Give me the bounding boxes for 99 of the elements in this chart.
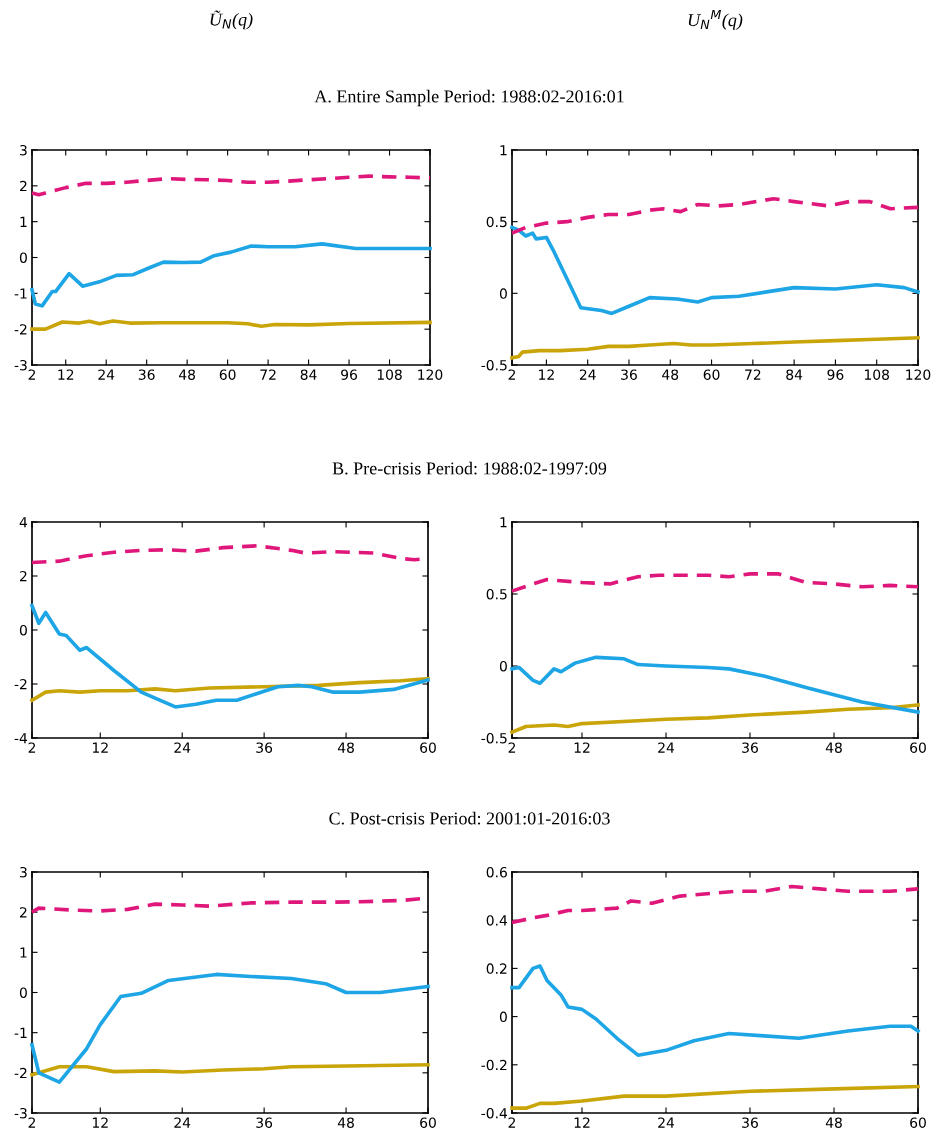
x-tick-label: 120 xyxy=(418,369,443,380)
y-tick-label: 1 xyxy=(20,216,27,227)
y-tick-label: 0 xyxy=(499,288,507,299)
chart-subtitle: Ũ$_{N}$(q) xyxy=(210,10,253,30)
x-tick-label: 60 xyxy=(703,369,720,380)
y-tick-label: 0 xyxy=(499,660,507,672)
x-tick-label: 96 xyxy=(341,369,358,380)
x-tick-label: 120 xyxy=(906,369,931,380)
x-tick-label: 60 xyxy=(420,742,436,753)
y-tick-label: 0.2 xyxy=(486,963,507,974)
text: C. Post-crisis Period: 2001:01-2016:03 xyxy=(329,811,610,825)
line-series xyxy=(510,703,920,735)
y-tick-label: 0.6 xyxy=(486,866,507,878)
line-series xyxy=(510,196,920,235)
line-series xyxy=(510,335,920,360)
x-tick-label: 2 xyxy=(508,369,516,380)
y-tick-label: -2 xyxy=(14,324,27,335)
y-tick-label: -1 xyxy=(14,1027,27,1038)
x-tick-label: 36 xyxy=(742,742,758,753)
y-tick-label: 2 xyxy=(20,907,27,918)
x-tick-label: 36 xyxy=(256,742,273,753)
x-tick-label: 60 xyxy=(219,369,236,380)
y-tick-label: -4 xyxy=(14,733,28,744)
line-series xyxy=(30,174,432,197)
x-tick-label: 72 xyxy=(260,369,276,380)
y-tick-label: -2 xyxy=(14,678,27,690)
x-tick-label: 36 xyxy=(138,369,155,380)
x-tick-label: 84 xyxy=(300,369,317,380)
x-tick-label: 2 xyxy=(508,742,516,753)
x-tick-label: 24 xyxy=(658,742,675,753)
x-tick-label: 48 xyxy=(825,1117,842,1128)
y-tick-label: 4 xyxy=(19,517,28,528)
x-tick-label: 2 xyxy=(28,1117,36,1128)
x-tick-label: 108 xyxy=(864,369,890,380)
y-tick-label: -0.5 xyxy=(481,732,507,744)
line-series xyxy=(510,225,920,316)
x-tick-label: 24 xyxy=(174,1117,191,1128)
chart-subtitle: U$_{N}$$^{M}$(q) xyxy=(688,9,743,30)
x-tick-label: 36 xyxy=(621,369,637,380)
y-tick-label: 3 xyxy=(20,866,27,878)
y-tick-label: 1 xyxy=(500,517,507,528)
x-tick-label: 36 xyxy=(256,1117,273,1128)
y-tick-label: 3 xyxy=(20,144,27,156)
y-tick-label: 2 xyxy=(20,570,27,582)
x-tick-label: 60 xyxy=(910,1117,926,1128)
x-tick-label: 36 xyxy=(742,1117,758,1128)
x-tick-label: 12 xyxy=(574,742,590,753)
x-tick-label: 84 xyxy=(786,369,803,380)
x-tick-label: 12 xyxy=(92,742,108,753)
x-tick-label: 60 xyxy=(910,742,926,753)
line-series xyxy=(510,1084,920,1110)
y-tick-label: -0.2 xyxy=(481,1059,507,1071)
x-tick-label: 2 xyxy=(508,1117,516,1128)
line-series xyxy=(510,964,920,1057)
y-tick-label: -0.5 xyxy=(481,359,507,371)
x-tick-label: 2 xyxy=(28,369,36,380)
x-tick-label: 48 xyxy=(337,1117,354,1128)
x-tick-label: 24 xyxy=(579,369,596,380)
y-tick-label: 0 xyxy=(19,624,27,636)
y-tick-label: 0 xyxy=(19,987,27,998)
line-series xyxy=(30,242,432,308)
x-tick-label: 96 xyxy=(827,369,844,380)
x-tick-label: 2 xyxy=(28,742,36,753)
line-series xyxy=(510,884,920,925)
line-series xyxy=(30,1062,430,1077)
y-tick-label: -2 xyxy=(14,1067,27,1079)
x-tick-label: 60 xyxy=(420,1117,436,1128)
x-tick-label: 12 xyxy=(92,1117,108,1128)
x-tick-label: 24 xyxy=(174,742,191,753)
y-tick-label: 0.5 xyxy=(486,216,507,228)
y-tick-label: 0.4 xyxy=(486,915,508,926)
line-series xyxy=(30,972,430,1084)
x-tick-label: 12 xyxy=(539,369,554,380)
x-tick-label: 108 xyxy=(377,369,402,380)
y-tick-label: -0.4 xyxy=(481,1107,508,1119)
x-tick-label: 48 xyxy=(662,369,679,380)
text: A. Entire Sample Period: 1988:02-2016:01 xyxy=(314,89,624,107)
line-series xyxy=(30,603,430,709)
text: B. Pre-crisis Period: 1988:02-1997:09 xyxy=(332,461,607,475)
x-tick-label: 12 xyxy=(58,369,74,380)
line-series xyxy=(510,655,920,714)
y-tick-label: -1 xyxy=(14,288,27,299)
x-tick-label: 72 xyxy=(745,369,761,380)
y-tick-label: 1 xyxy=(20,947,27,958)
x-tick-label: 48 xyxy=(337,742,354,753)
y-tick-label: 1 xyxy=(500,145,507,156)
x-tick-label: 24 xyxy=(98,369,115,380)
y-tick-label: -3 xyxy=(14,1107,27,1119)
x-tick-label: 12 xyxy=(574,1117,590,1128)
y-tick-label: -3 xyxy=(14,359,27,371)
x-tick-label: 24 xyxy=(658,1117,675,1128)
line-series xyxy=(510,572,920,593)
y-tick-label: 0 xyxy=(19,252,27,263)
x-tick-label: 48 xyxy=(178,369,196,380)
line-series xyxy=(30,319,432,331)
x-tick-label: 48 xyxy=(825,742,842,753)
y-tick-label: 0.5 xyxy=(486,588,507,600)
y-tick-label: 0 xyxy=(499,1011,507,1023)
y-tick-label: 2 xyxy=(20,180,27,192)
